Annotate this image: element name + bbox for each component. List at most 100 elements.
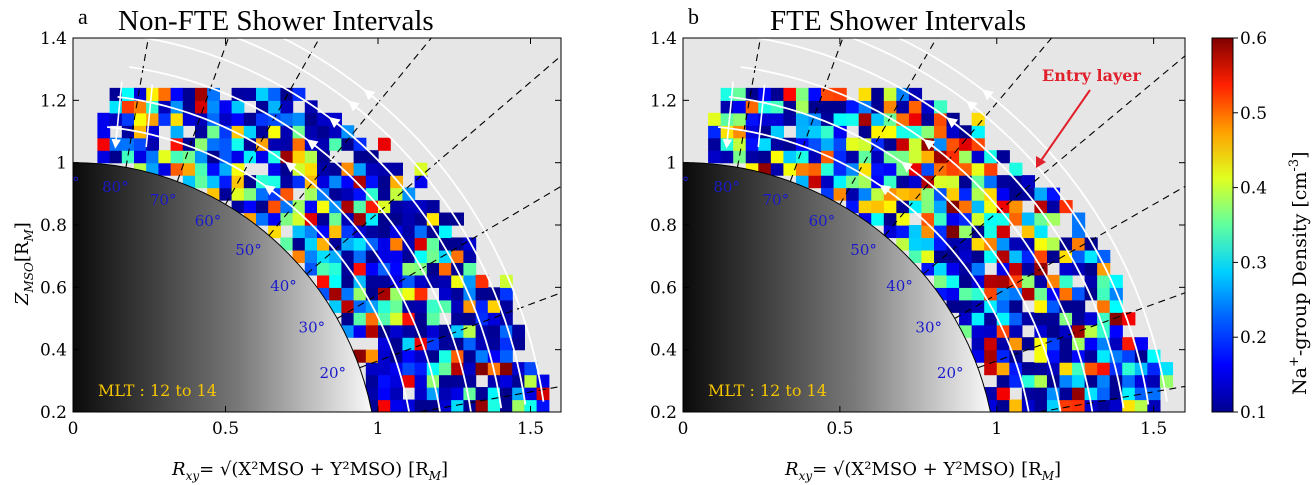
ylabel-unit-close: ] [12, 222, 33, 229]
heatmap-cell [402, 274, 416, 288]
heatmap-cell [243, 112, 257, 126]
heatmap-cell [1009, 200, 1023, 214]
latitude-ray [125, 38, 149, 168]
heatmap-cell [426, 312, 440, 326]
heatmap-cell [378, 299, 391, 313]
latitude-label: 70° [763, 191, 790, 209]
heatmap-cell [984, 337, 998, 351]
heatmap-cell [500, 349, 513, 363]
streamline [728, 95, 1062, 412]
heatmap-cell [304, 225, 318, 239]
heatmap-cell [463, 312, 477, 326]
heatmap-cell [329, 287, 342, 301]
heatmap-cell [500, 274, 513, 288]
heatmap-cell [934, 237, 948, 251]
heatmap-cell [451, 299, 464, 313]
heatmap-cell [984, 162, 998, 176]
heatmap-cell [451, 387, 464, 401]
heatmap-cell [996, 225, 1010, 239]
heatmap-cell [256, 150, 269, 164]
heatmap-cell [121, 137, 135, 151]
heatmap-cell [934, 125, 948, 139]
heatmap-cell [808, 175, 822, 189]
heatmap-cell [390, 162, 403, 176]
heatmap-cell [808, 162, 822, 176]
heatmap-cell [378, 187, 391, 201]
heatmap-cell [808, 125, 822, 139]
latitude-label: 40° [270, 277, 297, 295]
heatmap-cell [1034, 399, 1048, 412]
heatmap-cell [268, 125, 281, 139]
heatmap-cell [1097, 299, 1111, 313]
heatmap-cell [97, 137, 111, 151]
heatmap-cell [292, 249, 306, 263]
latitude-ray [884, 38, 1053, 236]
heatmap-cell [1109, 337, 1123, 351]
heatmap-cell [341, 287, 355, 301]
heatmap-cell [1109, 324, 1123, 338]
heatmap-cell [1034, 200, 1048, 214]
heatmap-cell [414, 299, 428, 313]
heatmap-cell [1147, 399, 1161, 412]
heatmap-cell [1109, 399, 1123, 412]
heatmap-cell [524, 362, 538, 376]
heatmap-cell [1034, 249, 1048, 263]
heatmap-cell [846, 187, 860, 201]
heatmap-cell [341, 225, 355, 239]
heatmap-cell [808, 137, 822, 151]
heatmap-cell [921, 225, 935, 239]
heatmap-cell [996, 237, 1010, 251]
heatmap-cell [1072, 374, 1086, 388]
heatmap-cell [365, 225, 379, 239]
heatmap-cell [934, 200, 948, 214]
heatmap-cell [231, 100, 245, 114]
latitude-label: 30° [915, 318, 942, 336]
heatmap-cell [341, 175, 355, 189]
heatmap-cell [219, 162, 233, 176]
heatmap-cell [908, 125, 923, 139]
heatmap-cell [1059, 387, 1073, 401]
heatmap-cell [304, 162, 318, 176]
heatmap-cell [1046, 324, 1061, 338]
heatmap-cell [971, 150, 985, 164]
heatmap-cell [758, 150, 772, 164]
panel-b: 0°10°20°30°40°50°60°70°80°90° b FTE Show… [650, 4, 1186, 483]
y-tick-label: 0.6 [40, 278, 67, 298]
heatmap-cell [402, 225, 416, 239]
heatmap-cell [846, 150, 860, 164]
heatmap-cell [996, 387, 1010, 401]
streamline-arrow [328, 117, 341, 129]
heatmap-cell [984, 312, 998, 326]
latitude-ray [268, 38, 433, 236]
heatmap-cell [858, 200, 872, 214]
heatmap-cell [984, 249, 998, 263]
heatmap-cell [896, 150, 910, 164]
heatmap-cell [439, 274, 452, 288]
heatmap-cell [745, 150, 759, 164]
heatmap-cell [996, 374, 1010, 388]
heatmap-cell [378, 312, 391, 326]
heatmap-cell [487, 324, 501, 338]
latitude-label: 50° [850, 241, 877, 259]
heatmap-cell [1034, 287, 1048, 301]
heatmap-cell [292, 150, 306, 164]
heatmap-cell [402, 374, 416, 388]
heatmap-cell [821, 125, 835, 139]
heatmap-cell [1084, 249, 1098, 263]
cb-label-exp: -3 [1287, 159, 1302, 172]
heatmap-cell [871, 162, 885, 176]
heatmap-cell [1084, 349, 1098, 363]
heatmap-cell [896, 137, 910, 151]
heatmap-cell [795, 112, 810, 126]
streamline [740, 66, 1094, 412]
heatmap-cell [808, 87, 822, 101]
colorbar-tick-label: 0.6 [1240, 29, 1267, 49]
heatmap-cell [329, 212, 342, 226]
heatmap-cell [378, 362, 391, 376]
heatmap-cell [475, 399, 489, 412]
heatmap-cell [1034, 212, 1048, 226]
heatmap-cell [770, 87, 784, 101]
heatmap-cell [451, 324, 464, 338]
heatmap-cell [1009, 237, 1023, 251]
heatmap-cell [1034, 225, 1048, 239]
